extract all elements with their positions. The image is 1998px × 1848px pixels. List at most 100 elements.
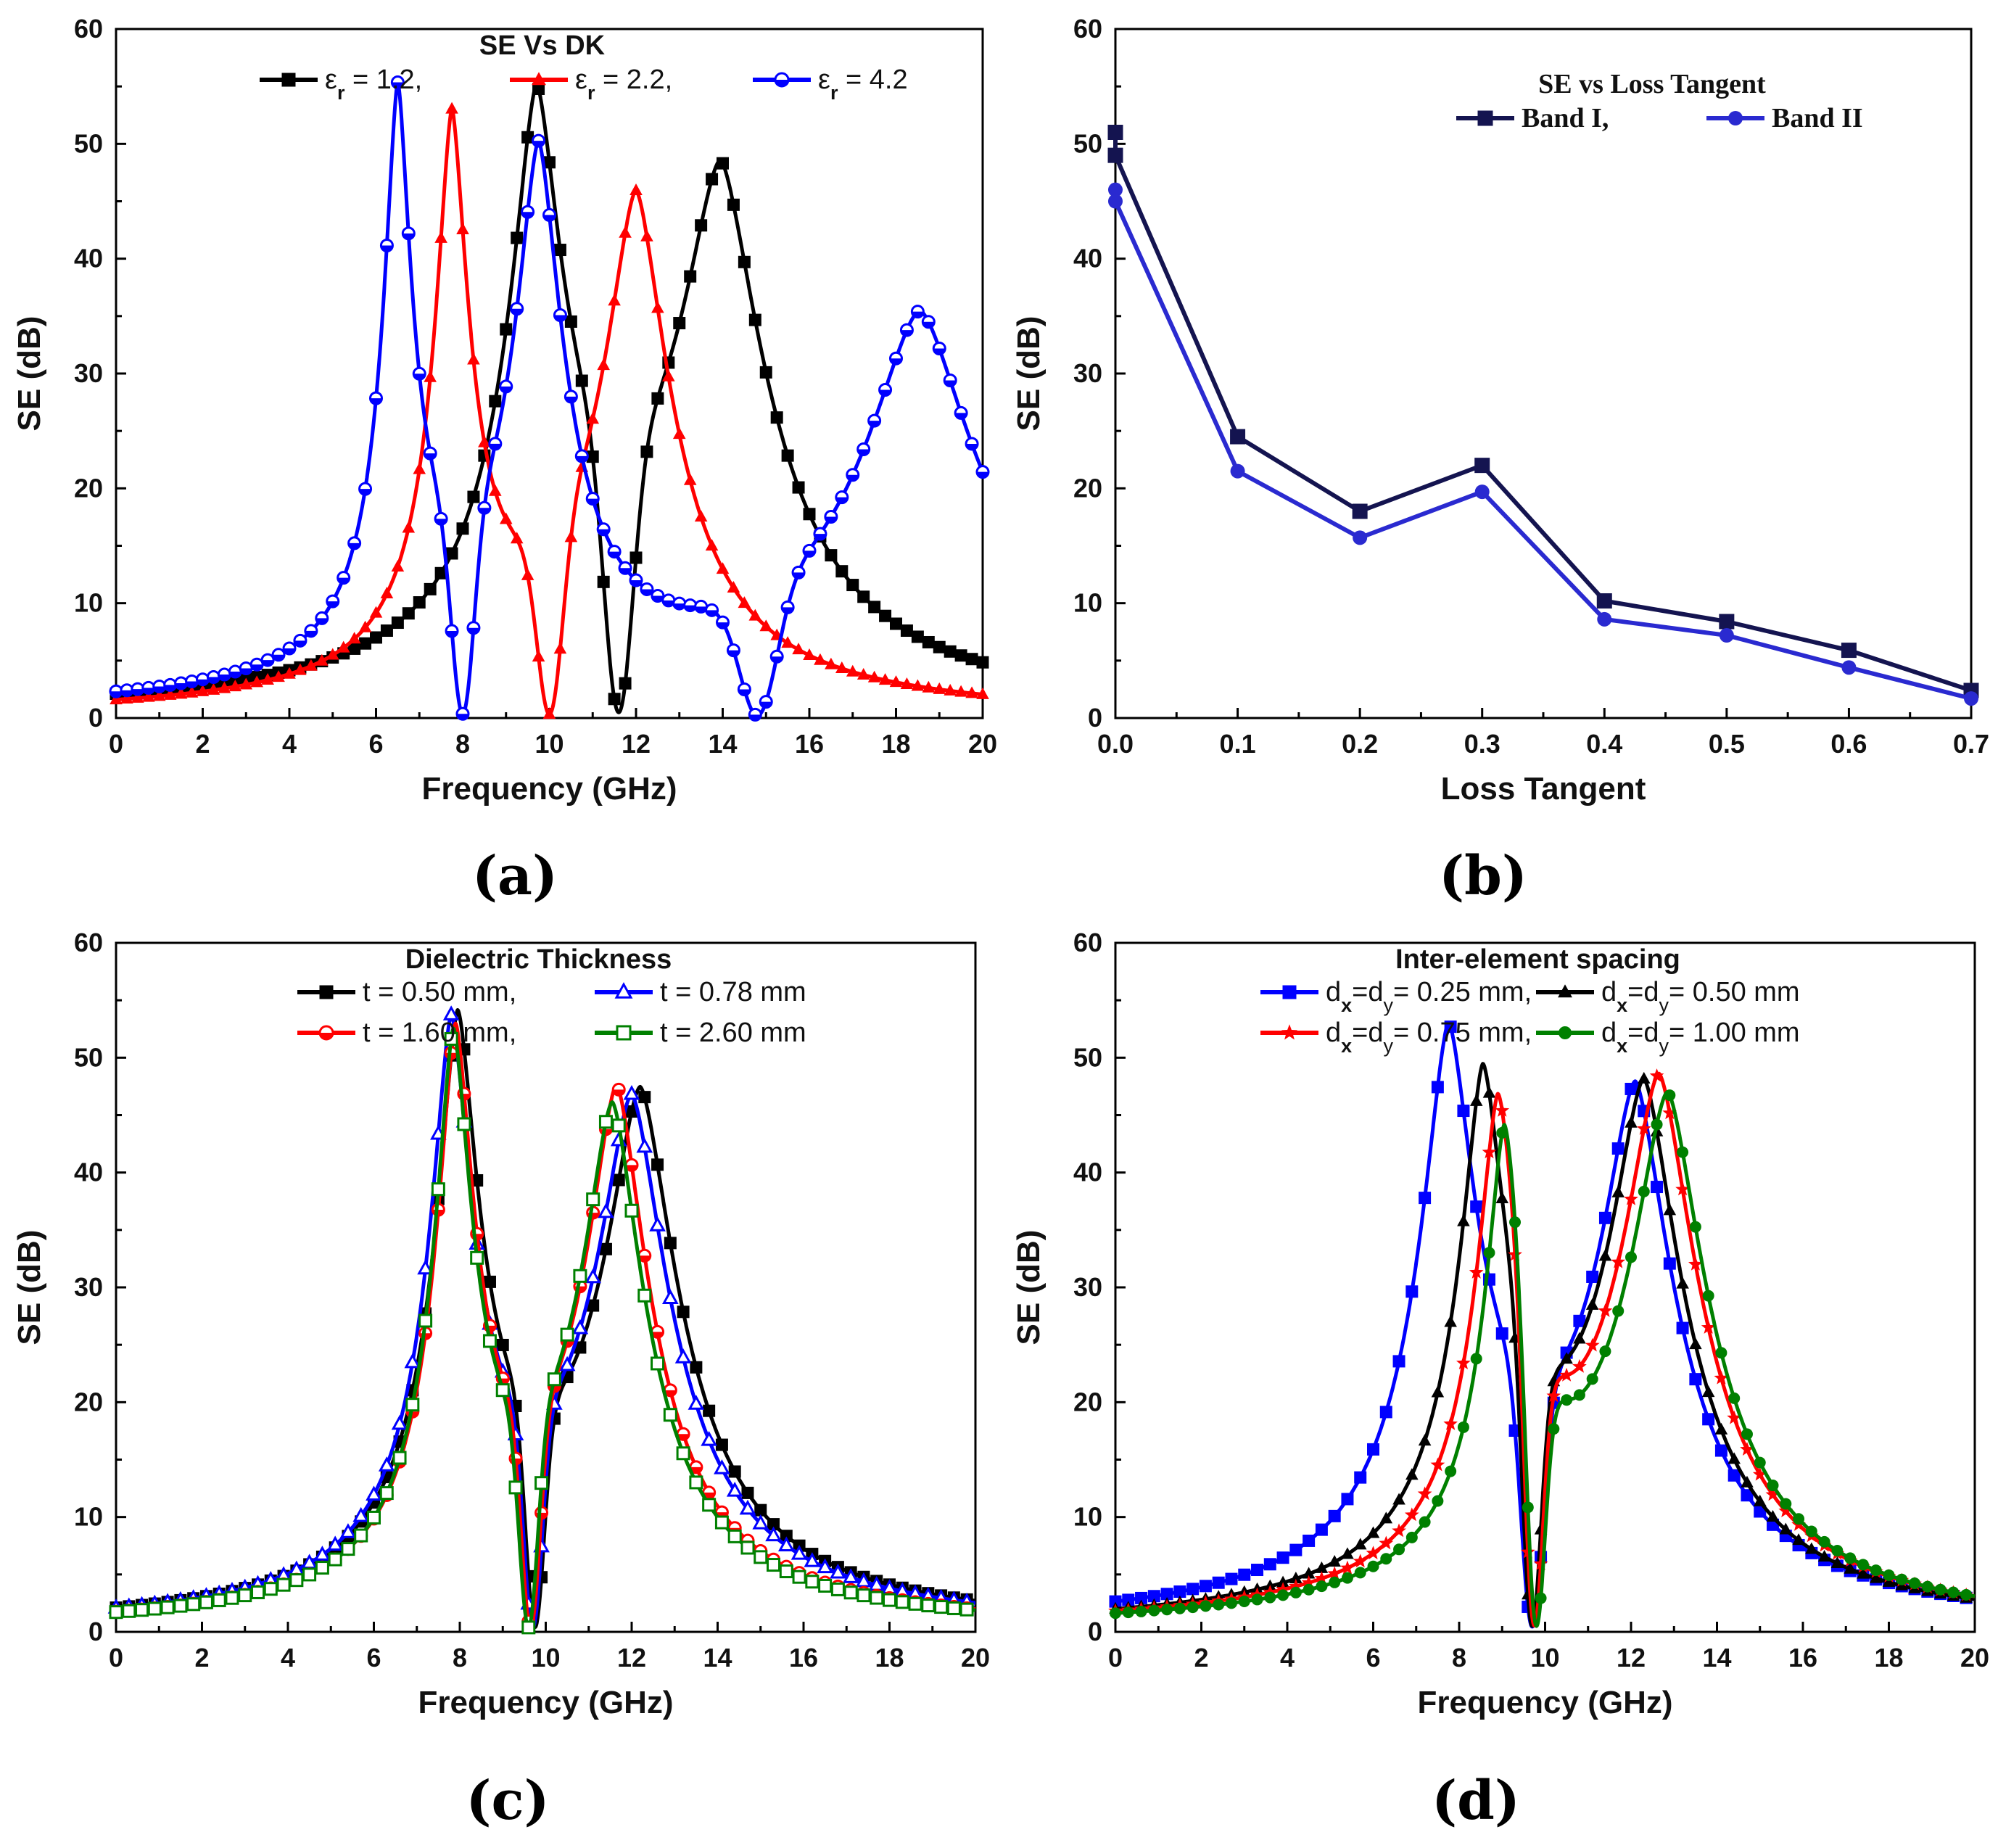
data-point <box>326 594 340 609</box>
data-point <box>921 315 936 329</box>
x-tick-label: 0 <box>109 729 123 759</box>
data-point-fill <box>587 498 599 505</box>
data-point <box>933 640 946 653</box>
data-point <box>495 1383 510 1398</box>
data-point <box>804 1551 821 1567</box>
data-point <box>1817 1549 1831 1562</box>
data-point <box>521 205 535 219</box>
data-point <box>369 391 383 405</box>
data-point-fill <box>305 630 317 637</box>
data-point-fill <box>598 529 610 535</box>
legend-marker <box>1281 1024 1298 1040</box>
data-point <box>716 562 730 574</box>
data-point <box>683 598 698 613</box>
data-point <box>629 183 643 196</box>
data-point <box>109 1605 123 1620</box>
data-point <box>1960 1588 1973 1601</box>
data-point <box>573 1269 587 1283</box>
data-point <box>1135 1605 1147 1617</box>
caption-d: (d) <box>1432 1770 1520 1832</box>
data-point <box>702 1498 717 1512</box>
data-point <box>337 640 350 653</box>
data-point <box>781 449 794 462</box>
data-point <box>741 1486 754 1499</box>
data-point-fill <box>120 690 133 696</box>
data-point-fill <box>684 605 696 611</box>
data-point <box>1598 1211 1611 1224</box>
data-point <box>1573 1389 1585 1401</box>
series-line <box>1113 132 1972 693</box>
data-point <box>846 468 860 482</box>
data-point <box>131 682 145 696</box>
data-point-fill <box>337 577 350 584</box>
x-tick-label: 12 <box>617 1643 646 1672</box>
data-point <box>499 379 513 394</box>
data-point-fill <box>543 215 556 221</box>
data-point <box>1612 1305 1625 1317</box>
data-point <box>726 643 740 658</box>
data-point-fill <box>446 631 458 638</box>
data-point <box>922 680 936 693</box>
y-tick-label: 0 <box>88 1617 103 1646</box>
data-point <box>835 565 849 578</box>
data-point <box>748 707 762 722</box>
data-point <box>752 1514 769 1530</box>
data-point <box>824 510 838 524</box>
data-point-fill <box>626 1165 637 1171</box>
data-point <box>1108 194 1123 209</box>
data-point <box>586 412 600 424</box>
data-point-fill <box>467 627 479 634</box>
x-tick-label: 10 <box>534 729 564 759</box>
x-tick-label: 16 <box>789 1643 818 1672</box>
legend-marker <box>1282 985 1297 999</box>
data-point-fill <box>457 714 468 720</box>
data-point <box>489 484 502 496</box>
data-point <box>1509 1216 1522 1229</box>
data-point-fill <box>554 315 566 321</box>
data-point <box>651 1356 665 1371</box>
y-tick-label: 60 <box>74 928 103 957</box>
data-point <box>431 1182 445 1197</box>
data-point <box>879 609 892 622</box>
data-point <box>1638 1185 1650 1197</box>
data-point-fill <box>315 618 328 624</box>
legend-marker <box>614 982 633 999</box>
data-point <box>703 1404 716 1417</box>
data-point <box>1728 1392 1741 1404</box>
data-point <box>390 75 405 90</box>
chart-c-dielectric-thickness: 0 10 20 30 40 50 60 0 2 4 6 8 10 12 14 16 18 20 Frequency … <box>12 928 990 1720</box>
data-point <box>456 222 469 234</box>
y-tick-label: 0 <box>1088 1617 1102 1646</box>
data-point <box>944 645 957 658</box>
data-point <box>754 1503 767 1517</box>
data-point <box>1110 1607 1121 1620</box>
y-axis-label: SE (dB) <box>12 316 47 432</box>
data-point <box>521 568 534 580</box>
data-point <box>1883 1569 1895 1581</box>
data-point <box>814 653 827 665</box>
data-point-fill <box>207 677 220 683</box>
data-point-fill <box>664 1390 677 1396</box>
y-axis-label: SE (dB) <box>1011 1230 1047 1345</box>
data-point <box>402 607 415 620</box>
data-point <box>1637 1071 1651 1084</box>
data-point <box>695 219 708 232</box>
data-point <box>770 411 783 424</box>
data-point <box>976 687 989 699</box>
data-point <box>1909 1577 1921 1589</box>
data-point-fill <box>835 497 848 503</box>
data-point <box>705 539 719 551</box>
data-point <box>1586 1270 1599 1283</box>
data-point <box>1676 1321 1689 1335</box>
series-line <box>115 82 984 714</box>
data-point <box>629 573 643 587</box>
data-point <box>511 231 524 244</box>
data-point-fill <box>511 308 523 315</box>
data-point <box>1533 1556 1548 1570</box>
data-point <box>611 1118 626 1133</box>
data-point-fill <box>977 471 988 478</box>
data-point <box>612 1173 625 1187</box>
x-tick-label: 0.2 <box>1342 729 1378 759</box>
data-point <box>294 663 307 675</box>
data-point <box>304 624 318 638</box>
